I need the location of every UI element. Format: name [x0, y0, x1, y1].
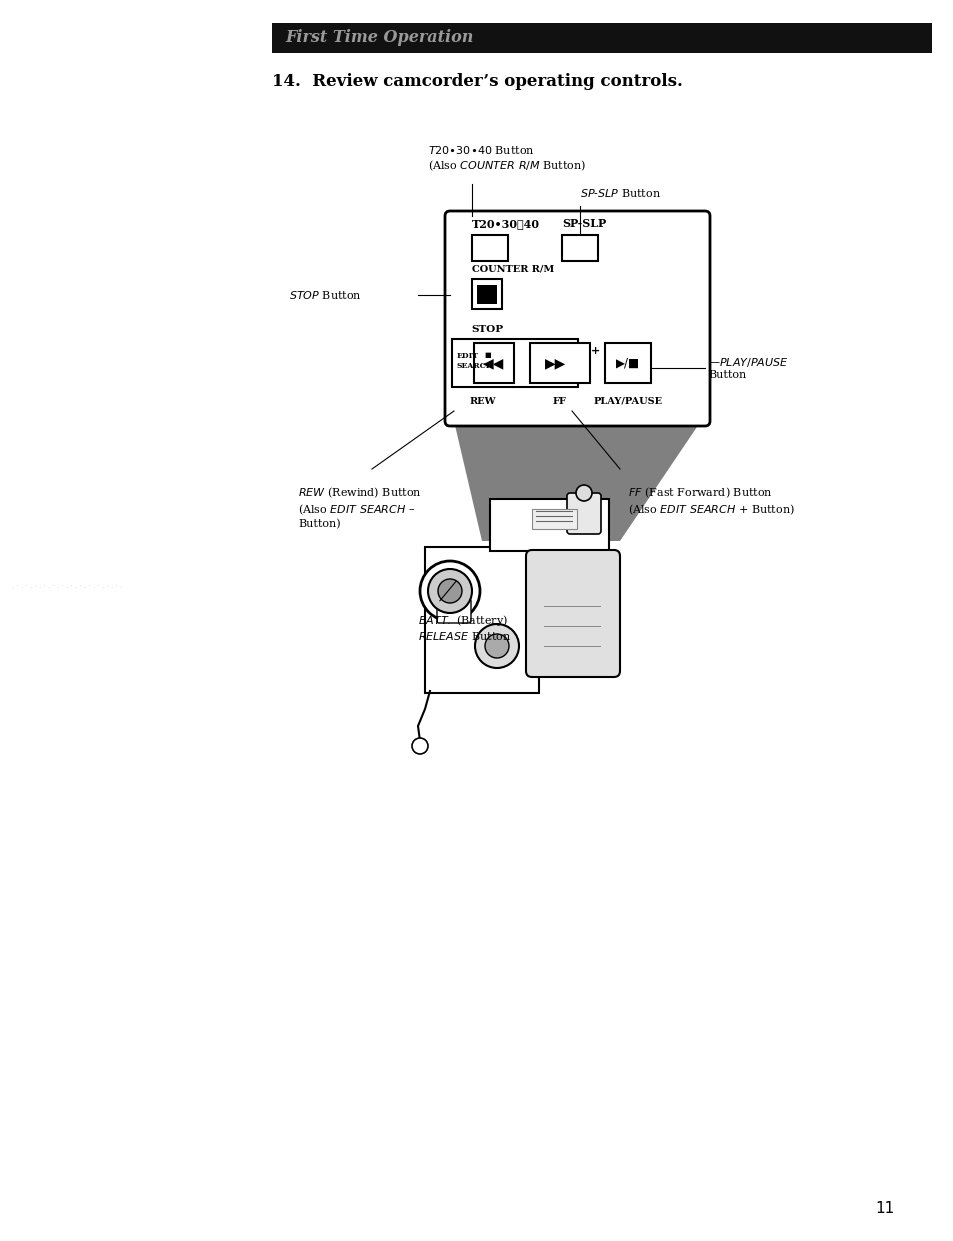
Text: PLAY/PAUSE: PLAY/PAUSE	[593, 397, 662, 406]
Text: $\it{T20{\bullet}30{\bullet}40}$ Button
(Also $\it{COUNTER\ R/M}$ Button): $\it{T20{\bullet}30{\bullet}40}$ Button …	[428, 144, 586, 172]
Text: ▶/■: ▶/■	[616, 356, 639, 370]
Bar	[474, 343, 514, 383]
Text: 11: 11	[875, 1201, 894, 1216]
FancyBboxPatch shape	[444, 211, 709, 426]
Bar	[452, 339, 578, 387]
Text: ◀◀: ◀◀	[483, 356, 504, 370]
Polygon shape	[454, 421, 700, 541]
Text: COUNTER R/M: COUNTER R/M	[472, 266, 554, 274]
Text: T20•30∢40: T20•30∢40	[472, 218, 539, 230]
Text: $\it{BATT.}$ (Battery)
$\it{RELEASE}$ Button: $\it{BATT.}$ (Battery) $\it{RELEASE}$ Bu…	[417, 613, 511, 642]
Text: $\it{SP}$-$\it{SLP}$ Button: $\it{SP}$-$\it{SLP}$ Button	[579, 187, 660, 199]
Bar	[272, 24, 931, 53]
Circle shape	[428, 570, 472, 613]
FancyBboxPatch shape	[436, 599, 471, 623]
FancyBboxPatch shape	[525, 550, 619, 678]
Bar	[530, 343, 589, 383]
Text: $\it{STOP}$ Button: $\it{STOP}$ Button	[289, 289, 361, 302]
FancyBboxPatch shape	[490, 499, 608, 551]
Text: $\it{FF}$ (Fast Forward) Button
(Also $\it{EDIT\ SEARCH}$ + Button): $\it{FF}$ (Fast Forward) Button (Also $\…	[627, 486, 794, 517]
FancyBboxPatch shape	[566, 493, 600, 534]
Text: First Time Operation: First Time Operation	[285, 30, 473, 46]
Text: STOP: STOP	[471, 325, 502, 334]
FancyBboxPatch shape	[424, 547, 538, 692]
Bar	[604, 343, 650, 383]
Bar	[561, 235, 598, 261]
Circle shape	[484, 634, 509, 658]
Circle shape	[475, 624, 518, 668]
Text: REW: REW	[469, 397, 496, 406]
Text: SP-SLP: SP-SLP	[561, 218, 605, 230]
Circle shape	[576, 485, 592, 501]
Bar	[532, 509, 577, 529]
Text: $\it{REW}$ (Rewind) Button
(Also $\it{EDIT\ SEARCH}$ –
Button): $\it{REW}$ (Rewind) Button (Also $\it{ED…	[297, 486, 421, 529]
Text: ▶▶: ▶▶	[545, 356, 566, 370]
Text: EDIT
SEARCH: EDIT SEARCH	[456, 352, 494, 370]
Text: FF: FF	[553, 397, 566, 406]
Bar	[477, 284, 496, 304]
Circle shape	[419, 561, 479, 620]
Circle shape	[437, 580, 461, 603]
Circle shape	[412, 738, 428, 755]
Text: —$\it{PLAY/PAUSE}$
Button: —$\it{PLAY/PAUSE}$ Button	[707, 356, 788, 380]
Bar	[472, 235, 507, 261]
Text: ■: ■	[483, 352, 490, 357]
Text: 14.  Review camcorder’s operating controls.: 14. Review camcorder’s operating control…	[272, 73, 682, 91]
Text: . · . · . · . · . · . · . · . · . · . · . · . · .: . · . · . · . · . · . · . · . · . · . · …	[12, 583, 122, 589]
Bar	[472, 279, 501, 309]
Text: +: +	[590, 346, 599, 356]
